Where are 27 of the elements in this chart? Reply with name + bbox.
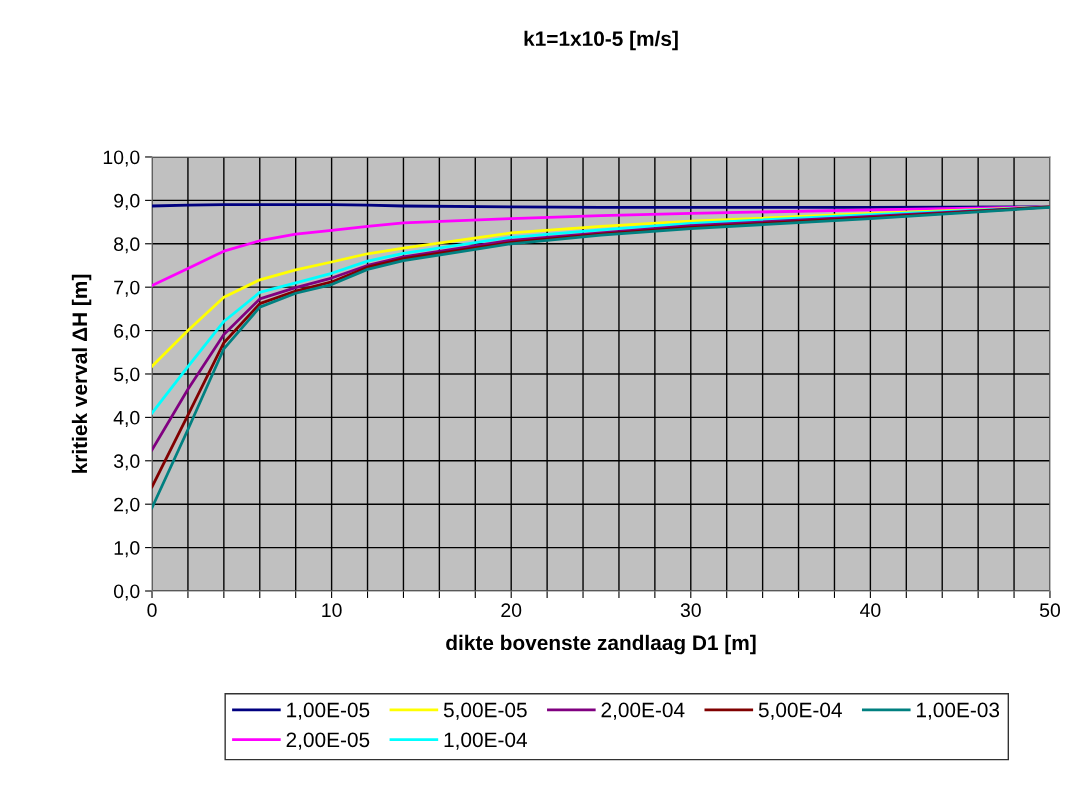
y-tick-label: 8,0 (114, 237, 140, 254)
legend-label: 2,00E-05 (286, 732, 370, 750)
y-tick-label: 10,0 (103, 150, 140, 167)
legend-label: 1,00E-04 (444, 732, 527, 750)
y-tick-label: 6,0 (114, 324, 140, 341)
y-axis-title: kritiek verval ΔH [m] (71, 274, 92, 473)
y-tick-label: 1,0 (114, 541, 140, 558)
legend-label: 1,00E-03 (917, 702, 1000, 720)
x-tick-label: 20 (501, 603, 522, 618)
x-tick-label: 10 (322, 603, 342, 618)
y-tick-label: 5,0 (113, 367, 140, 384)
y-tick-label: 9,0 (114, 193, 140, 210)
y-tick-label: 3,0 (113, 454, 140, 471)
legend-label: 5,00E-04 (758, 702, 842, 720)
x-tick-label: 30 (680, 603, 701, 618)
y-tick-label: 2,0 (114, 497, 140, 514)
legend-label: 2,00E-04 (601, 702, 685, 720)
x-axis-title: dikte bovenste zandlaag D1 [m] (446, 634, 756, 655)
y-tick-label: 7,0 (114, 280, 140, 297)
chart-title: k1=1x10-5 [m/s] (524, 30, 678, 51)
y-tick-label: 0,0 (113, 584, 140, 601)
legend-label: 1,00E-05 (287, 702, 370, 720)
y-tick-label: 4,0 (113, 410, 140, 427)
x-tick-label: 0 (147, 603, 157, 618)
x-tick-label: 50 (1039, 603, 1061, 618)
x-tick-label: 40 (860, 603, 881, 618)
legend-label: 5,00E-05 (443, 702, 527, 720)
